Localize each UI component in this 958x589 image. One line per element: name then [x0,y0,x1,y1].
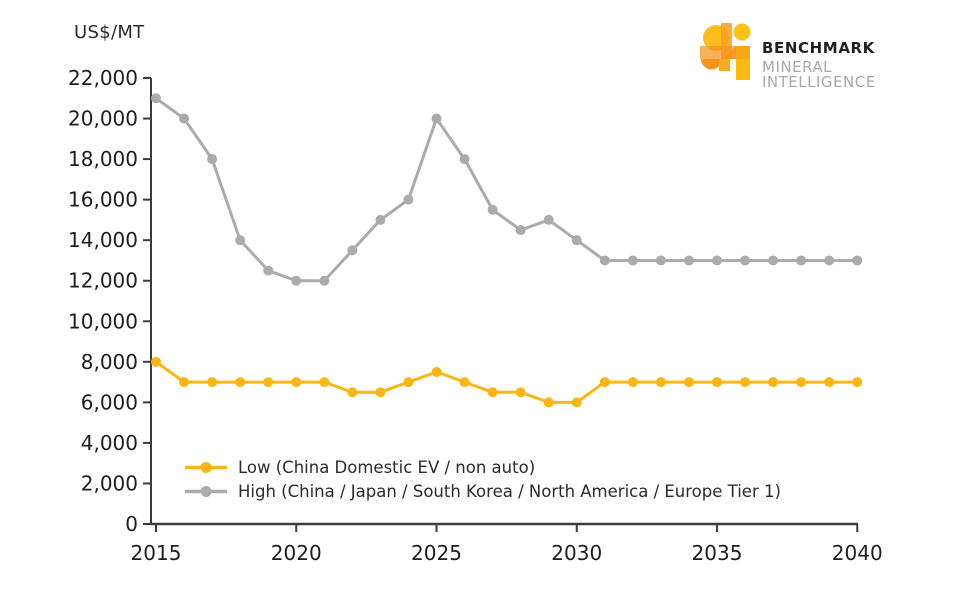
logo-brand-text: BENCHMARK [762,39,875,57]
data-point [627,255,638,266]
data-point [431,113,442,124]
data-point [543,397,554,408]
x-tick-label: 2030 [551,541,602,565]
legend-item: Low (China Domestic EV / non auto) [184,455,781,479]
data-point [515,225,526,236]
data-point [683,377,694,388]
data-point [515,387,526,398]
data-point [319,275,330,286]
y-tick-label: 4,000 [81,431,138,455]
x-tick-label: 2015 [131,541,182,565]
data-point [768,255,779,266]
y-tick-label: 2,000 [81,471,138,495]
data-point [375,387,386,398]
data-point [683,255,694,266]
y-tick-label: 18,000 [68,147,138,171]
data-point [347,245,358,256]
data-point [263,377,274,388]
data-point [291,377,302,388]
data-point [207,377,218,388]
y-tick-label: 12,000 [68,269,138,293]
data-point [235,377,246,388]
data-point [291,275,302,286]
data-point [151,356,161,367]
data-point [627,377,638,388]
data-point [655,377,666,388]
data-point [459,377,470,388]
legend-marker-icon [185,461,227,473]
y-tick-label: 10,000 [68,309,138,333]
series-line [154,96,859,283]
x-tick-label: 2040 [832,541,883,565]
y-tick-label: 14,000 [68,228,138,252]
data-point [235,235,246,246]
data-point [655,255,666,266]
data-point [543,214,554,225]
data-point [599,255,610,266]
logo-wordmark: BENCHMARK MINERAL INTELLIGENCE [762,22,876,89]
series-line [154,360,859,404]
logo-intelligence-text: INTELLIGENCE [762,72,876,91]
y-tick-label: 20,000 [68,107,138,131]
y-tick-label: 16,000 [68,188,138,212]
data-point [824,255,835,266]
data-point [768,377,779,388]
legend-marker-icon [185,485,227,497]
data-point [319,377,330,388]
data-point [487,387,498,398]
y-axis-unit-label: US$/MT [74,22,145,43]
data-point [712,255,722,266]
x-tick-label: 2035 [692,541,743,565]
data-point [571,235,582,246]
data-point [431,366,442,377]
data-point [824,377,835,388]
benchmark-bi-logo-icon [700,23,751,80]
x-tick-label: 2025 [411,541,462,565]
legend-label: High (China / Japan / South Korea / Nort… [238,481,781,501]
data-point [852,377,863,388]
data-point [712,377,722,388]
data-point [796,255,807,266]
data-point [403,377,414,388]
data-point [179,113,190,124]
data-point [599,377,610,388]
y-tick-label: 22,000 [68,66,138,90]
data-point [403,194,414,205]
x-tick-label: 2020 [271,541,322,565]
data-point [179,377,190,388]
y-tick-label: 8,000 [81,350,138,374]
y-tick-label: 6,000 [81,390,138,414]
chart-legend: Low (China Domestic EV / non auto) High (… [184,455,781,503]
benchmark-logo: BENCHMARK MINERAL INTELLIGENCE [699,22,876,89]
legend-label: Low (China Domestic EV / non auto) [238,457,536,477]
data-point [375,214,386,225]
data-point [740,255,751,266]
data-point [487,204,498,215]
data-point [347,387,358,398]
data-point [852,255,863,266]
data-point [740,377,751,388]
y-tick-label: 0 [125,512,138,536]
data-point [207,154,218,165]
data-point [151,93,161,104]
data-point [796,377,807,388]
legend-item: High (China / Japan / South Korea / Nort… [184,479,781,503]
data-point [459,154,470,165]
data-point [571,397,582,408]
data-point [263,265,274,276]
logo-mineral-text: MINERAL [762,58,832,76]
